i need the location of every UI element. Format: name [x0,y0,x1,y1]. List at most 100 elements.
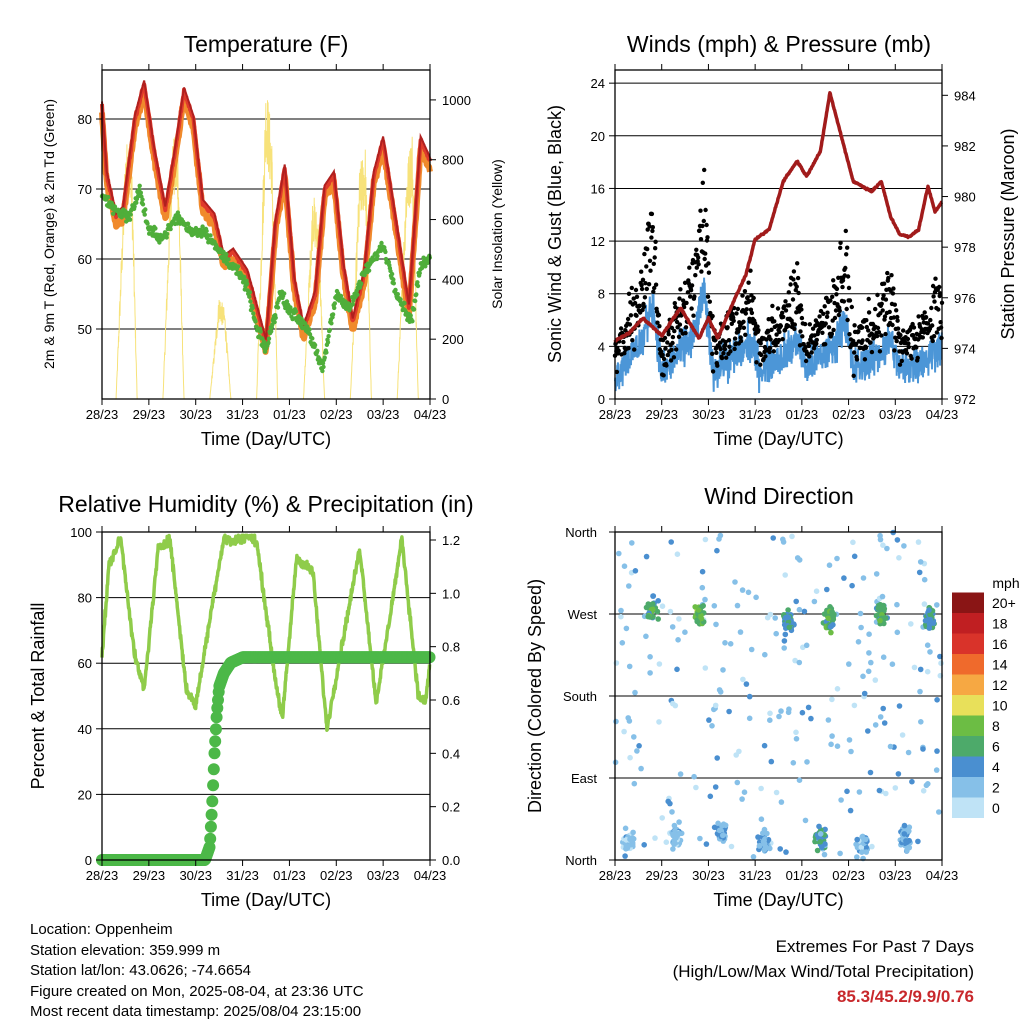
dewpoint-point [391,277,396,282]
rh-x-tick-label: 29/23 [133,868,166,883]
solar-y-tick-label: 400 [442,272,464,287]
dewpoint-point [366,268,372,273]
gust-point [898,340,904,346]
dewpoint-point [332,301,337,306]
gust-point [851,338,856,344]
temp-y-tick-label: 50 [78,322,92,337]
gust-point [842,273,847,278]
gust-point [696,262,701,267]
gust-point [894,338,899,344]
gust-point [844,306,849,312]
dewpoint-point [226,257,231,262]
gust-point [640,277,646,282]
gust-point [849,304,854,310]
direction-point [663,839,670,845]
legend-label: 6 [992,738,1000,754]
gust-point [770,303,775,309]
gust-point [883,297,889,302]
direction-point [761,837,767,844]
gust-point [704,222,709,228]
direction-point [665,798,671,805]
gust-point [881,281,887,286]
dir-x-axis-label: Time (Day/UTC) [713,890,843,910]
extremes-title: Extremes For Past 7 Days [775,937,974,956]
gust-point [883,331,888,337]
direction-point [695,607,702,613]
direction-point [860,673,866,680]
temp-x-tick-label: 02/23 [320,407,353,422]
gust-point [911,325,917,330]
direction-point [770,535,776,541]
direction-point [909,778,915,785]
gust-point [930,283,936,289]
dewpoint-point [425,258,431,264]
gust-point [670,340,675,346]
gust-point [687,265,692,270]
solar-y-tick-label: 1000 [442,93,471,108]
direction-point [616,550,622,557]
gust-point [824,314,830,319]
wind-x-tick-label: 01/23 [786,407,819,422]
gust-point [845,317,850,323]
legend-swatch [952,633,984,654]
direction-point [894,537,901,543]
direction-point [880,705,886,712]
dewpoint-point [307,332,313,337]
direction-point [693,784,699,791]
direction-left-axis-label: Direction (Colored By Speed) [525,579,545,813]
rh-x-tick-label: 28/23 [86,868,119,883]
gust-point [821,311,826,316]
dewpoint-point [106,194,111,200]
gust-point [778,323,783,329]
direction-point [889,661,896,667]
dewpoint-point [168,226,173,232]
direction-point [670,846,676,852]
wind-x-tick-label: 30/23 [692,407,725,422]
gust-point [860,338,865,343]
direction-point [862,836,869,843]
direction-point [926,607,932,613]
gust-point [792,322,797,327]
direction-point [745,589,752,596]
dewpoint-point [247,290,253,295]
gust-point [759,352,764,358]
gust-point [874,333,880,339]
direction-point [881,720,888,726]
gust-point [775,306,781,311]
direction-point [702,665,709,671]
rh-x-axis-label: Time (Day/UTC) [201,890,331,910]
gust-point [758,362,763,367]
direction-point [934,602,940,608]
direction-point [916,569,923,576]
gust-point [866,328,871,333]
gust-point [702,167,707,173]
direction-point [634,748,640,754]
gust-point [864,318,869,323]
direction-point [819,844,825,851]
direction-point [895,771,902,777]
gust-point [934,330,940,335]
direction-point [811,598,818,605]
gust-point [714,350,719,355]
gust-point [851,373,856,378]
gust-point [822,304,827,309]
gust-point [794,284,799,289]
gust-point [669,325,675,331]
gust-point [798,329,803,334]
gust-point [672,328,677,334]
temp-y-tick-label: 80 [78,112,92,127]
temp-y-tick-label: 60 [78,252,92,267]
dir-x-tick-label: 03/23 [879,868,912,883]
dewpoint-point [414,292,419,297]
direction-point [813,588,820,594]
direction-point [713,621,719,628]
direction-point [936,809,942,815]
direction-point [709,723,715,729]
direction-point [773,789,780,796]
gust-point [735,306,741,312]
recent-timestamp: Most recent data timestamp: 2025/08/04 2… [30,1003,362,1020]
direction-point [626,583,632,589]
dewpoint-point [359,281,364,286]
gust-point [880,308,885,313]
gust-point [662,335,668,341]
